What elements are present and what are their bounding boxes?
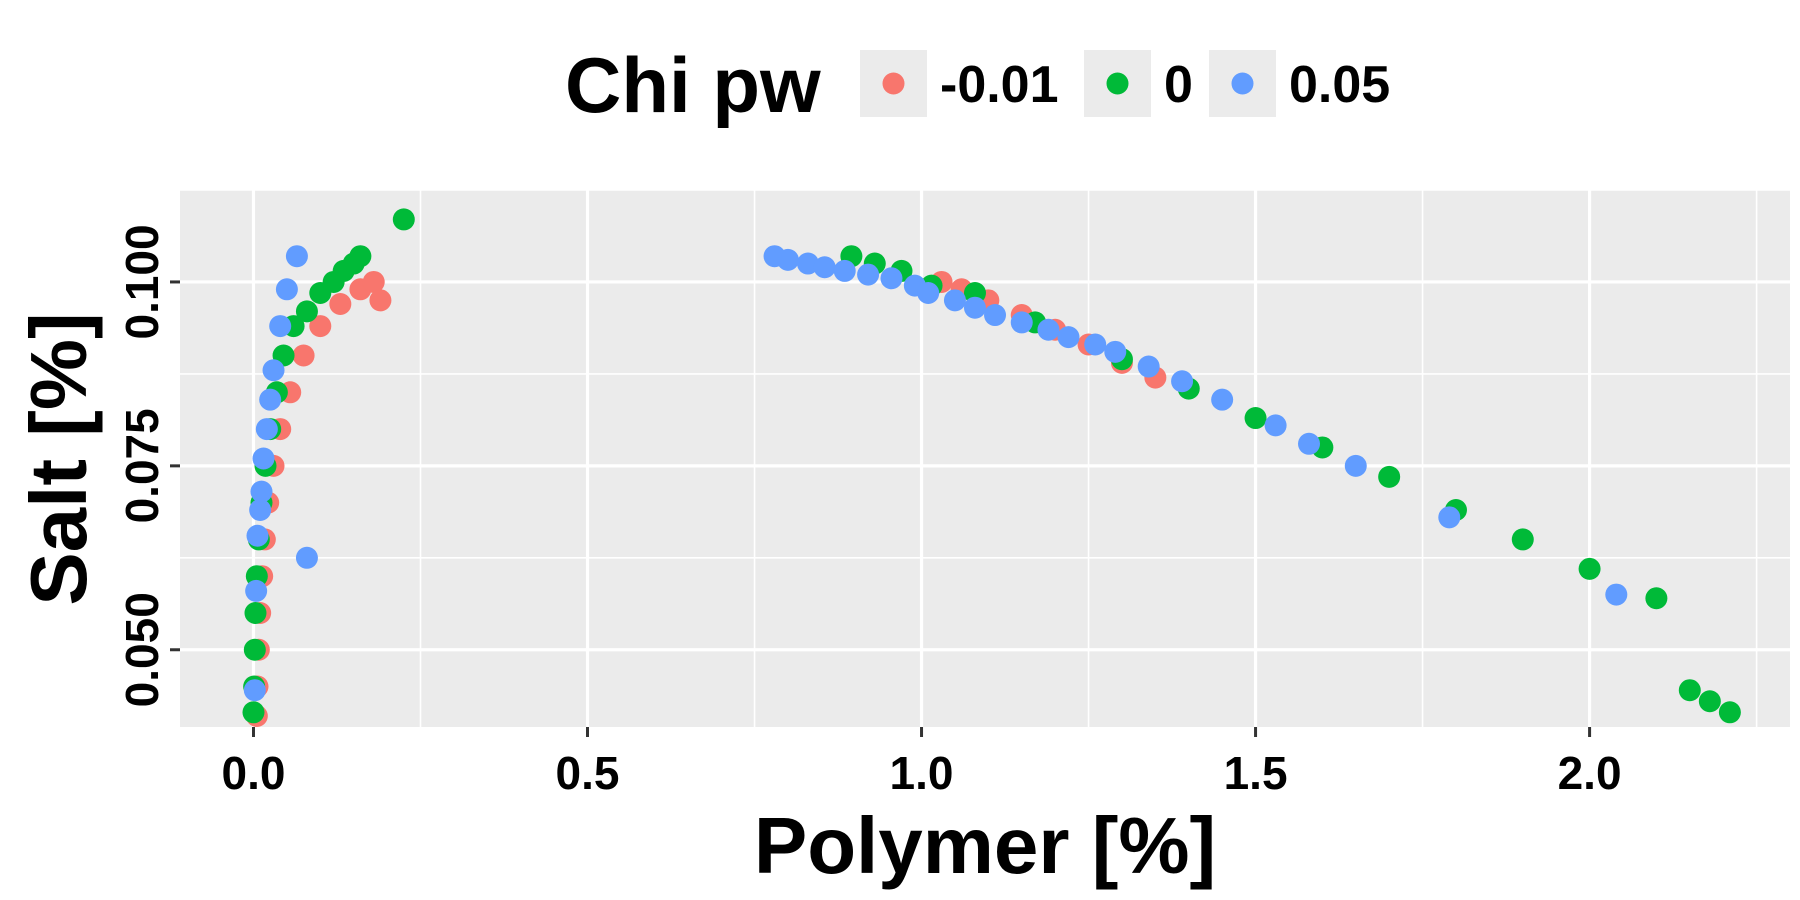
data-point [292, 344, 315, 367]
data-point [1511, 528, 1534, 551]
legend-key-blue [1231, 72, 1254, 95]
legend-label-1: -0.01 [940, 56, 1059, 114]
data-point [1244, 407, 1267, 430]
data-point [1645, 587, 1668, 610]
data-point [776, 248, 799, 271]
y-tick-label: 0.100 [116, 224, 168, 339]
data-point [242, 701, 265, 724]
data-points [242, 208, 1741, 727]
data-point [833, 259, 856, 282]
x-tick-label: 0.0 [222, 747, 286, 799]
series-2 [243, 245, 1628, 702]
data-point [329, 293, 352, 316]
data-point [244, 601, 267, 624]
data-point [1264, 414, 1287, 437]
x-tick-label: 0.5 [556, 747, 620, 799]
data-point [1718, 701, 1741, 724]
data-point [857, 263, 880, 286]
plot-panel [180, 190, 1790, 727]
data-point [392, 208, 415, 231]
data-point [250, 480, 273, 503]
x-tick-label: 1.5 [1224, 747, 1288, 799]
y-tick-label: 0.075 [116, 408, 168, 523]
data-point [963, 296, 986, 319]
data-point [243, 679, 266, 702]
x-axis-title: Polymer [%] [754, 801, 1216, 890]
y-tick-labels: 0.050 0.075 0.100 [116, 224, 168, 707]
minor-gridlines [180, 189, 1790, 727]
data-point [1104, 340, 1127, 363]
data-point [1378, 465, 1401, 488]
axis-ticks [170, 280, 1592, 737]
legend-label-2: 0 [1164, 56, 1193, 114]
data-point [362, 270, 385, 293]
data-point [813, 256, 836, 279]
data-point [796, 252, 819, 275]
data-point [252, 447, 275, 470]
data-point [249, 498, 272, 521]
data-point [1298, 432, 1321, 455]
y-axis-title: Salt [%] [14, 312, 103, 605]
data-point [295, 546, 318, 569]
data-point [1084, 333, 1107, 356]
data-point [880, 267, 903, 290]
x-tick-label: 1.0 [890, 747, 954, 799]
data-point [309, 315, 332, 338]
data-point [1037, 318, 1060, 341]
data-point [369, 289, 392, 312]
data-point [1578, 557, 1601, 580]
data-point [1171, 370, 1194, 393]
data-point [984, 304, 1007, 327]
legend: Chi pw -0.01 0 0.05 [565, 41, 1390, 129]
data-point [1438, 506, 1461, 529]
data-point [245, 579, 268, 602]
data-point [1010, 311, 1033, 334]
legend-key-red [882, 72, 905, 95]
data-point [285, 245, 308, 268]
legend-label-3: 0.05 [1289, 56, 1390, 114]
data-point [269, 315, 292, 338]
data-point [246, 524, 269, 547]
legend-key-green [1106, 72, 1129, 95]
data-point [275, 278, 298, 301]
data-point [1137, 355, 1160, 378]
data-point [1211, 388, 1234, 411]
data-point [917, 281, 940, 304]
x-tick-label: 2.0 [1558, 747, 1622, 799]
data-point [243, 638, 266, 661]
legend-title: Chi pw [565, 41, 821, 129]
data-point [262, 359, 285, 382]
data-point [1344, 454, 1367, 477]
data-point [255, 418, 278, 441]
data-point [1605, 583, 1628, 606]
data-point [259, 388, 282, 411]
data-point [1057, 326, 1080, 349]
data-point [295, 300, 318, 323]
data-point [1678, 679, 1701, 702]
data-point [943, 289, 966, 312]
data-point [1698, 690, 1721, 713]
x-tick-labels: 0.0 0.5 1.0 1.5 2.0 [222, 747, 1622, 799]
data-point [349, 245, 372, 268]
y-tick-label: 0.050 [116, 592, 168, 707]
